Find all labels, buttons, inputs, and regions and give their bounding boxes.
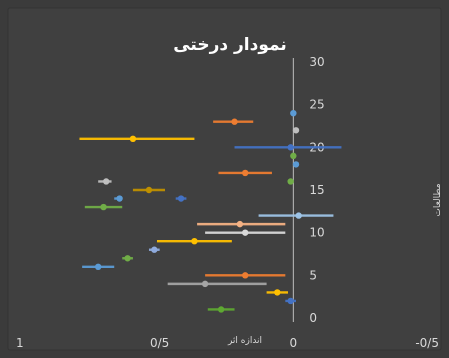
y-tick-label: 10 [309, 226, 324, 240]
effect-point [100, 203, 107, 211]
effect-point [242, 229, 249, 236]
y-tick-label: 30 [309, 55, 324, 69]
effect-point [242, 272, 249, 279]
study-6 [82, 263, 115, 270]
effect-point [94, 263, 102, 270]
effect-point [295, 212, 302, 219]
effect-point [103, 178, 110, 185]
marks-layer [79, 110, 342, 313]
study-1 [207, 306, 235, 313]
effect-point [292, 127, 300, 134]
effect-point [145, 186, 153, 194]
study-7 [122, 255, 133, 262]
study-22 [234, 144, 342, 151]
effect-point [274, 289, 281, 296]
x-tick-label: 0/5 [150, 336, 169, 350]
study-2 [285, 297, 297, 305]
effect-point [129, 135, 137, 142]
study-20 [292, 161, 300, 168]
study-16 [132, 186, 166, 194]
study-19 [218, 169, 272, 177]
study-26 [290, 110, 297, 117]
x-axis-title: اندازه اثر [227, 336, 262, 346]
y-tick-label: 5 [309, 268, 317, 282]
effect-point [177, 195, 185, 202]
study-18 [287, 178, 294, 185]
effect-point [231, 118, 238, 125]
effect-point [287, 144, 294, 151]
y-tick-label: 0 [309, 311, 317, 325]
x-tick-label: -0/5 [415, 336, 439, 350]
study-17 [98, 178, 112, 185]
effect-point [292, 161, 300, 168]
study-21 [290, 152, 297, 160]
effect-point [191, 238, 198, 245]
effect-point [124, 255, 131, 262]
effect-point [287, 297, 294, 305]
effect-point [151, 246, 158, 253]
x-tick-label: 0 [290, 336, 298, 350]
y-tick-label: 15 [309, 183, 324, 197]
effect-point [242, 169, 249, 177]
effect-point [236, 220, 244, 228]
effect-point [116, 195, 123, 202]
study-14 [114, 195, 123, 202]
study-15 [84, 203, 123, 211]
chart-title: نمودار درختی [173, 35, 287, 55]
study-10 [205, 229, 286, 236]
study-24 [292, 127, 300, 134]
study-8 [148, 246, 160, 253]
study-13 [175, 195, 187, 202]
x-tick-label: 1 [16, 336, 24, 350]
effect-point [287, 178, 294, 185]
y-tick-label: 25 [309, 98, 324, 112]
study-4 [167, 280, 267, 288]
study-9 [156, 238, 232, 245]
effect-point [217, 306, 225, 313]
effect-point [290, 110, 297, 117]
study-11 [197, 220, 286, 228]
chart-area [7, 7, 442, 351]
study-3 [266, 289, 288, 296]
y-axis-title: مطالعات [433, 183, 443, 216]
study-5 [205, 272, 286, 279]
effect-point [201, 280, 209, 288]
effect-point [290, 152, 297, 160]
study-12 [258, 212, 334, 219]
study-25 [213, 118, 254, 125]
study-23 [79, 135, 195, 142]
